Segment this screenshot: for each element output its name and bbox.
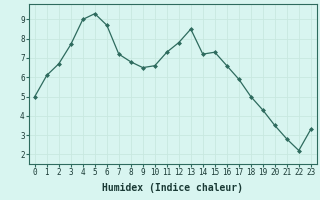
X-axis label: Humidex (Indice chaleur): Humidex (Indice chaleur) xyxy=(102,183,243,193)
